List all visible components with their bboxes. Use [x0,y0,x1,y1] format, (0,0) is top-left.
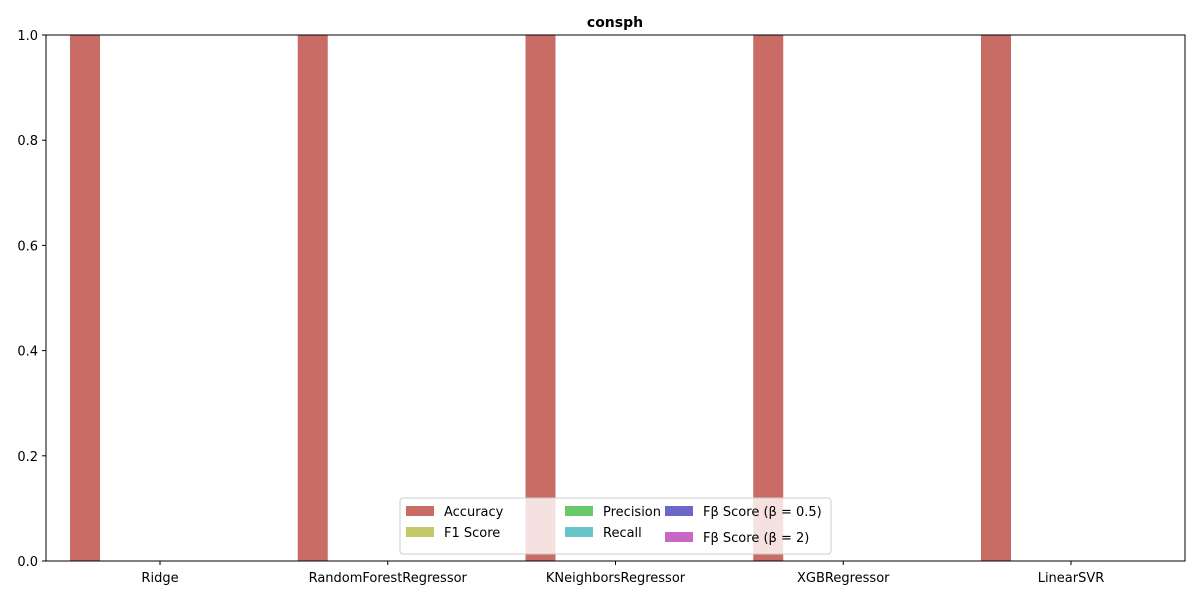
legend-box [399,497,832,555]
legend-label-5: Fβ Score (β = 2) [703,531,809,546]
bar-0-0 [70,35,100,561]
legend-swatch-5 [665,532,693,542]
y-tick-label-4: 0.8 [17,134,38,149]
y-tick-label-1: 0.2 [17,450,38,465]
legend-swatch-3 [565,527,593,537]
bars-layer [70,35,1011,561]
chart-title: consph [587,15,643,31]
legend: Accuracy F1 Score Precision Recall Fβ Score … [399,497,832,555]
x-tick-label-3: XGBRegressor [797,571,890,586]
legend-swatch-4 [665,506,693,516]
x-tick-label-1: RandomForestRegressor [309,571,468,586]
y-axis: 0.0 0.2 0.4 0.6 0.8 1.0 [17,29,46,570]
plot-frame [45,34,1186,562]
x-tick-label-2: KNeighborsRegressor [546,571,686,586]
legend-swatch-1 [406,527,434,537]
y-tick-label-2: 0.4 [17,345,38,360]
bar-0-2 [525,35,556,561]
legend-label-0: Accuracy [444,505,504,520]
x-axis: Ridge RandomForestRegressor KNeighborsRegr… [141,561,1104,586]
x-tick-label-4: LinearSVR [1038,571,1105,586]
bar-0-3 [753,35,784,561]
bar-0-1 [297,35,328,561]
legend-label-4: Fβ Score (β = 0.5) [703,505,822,520]
legend-swatch-0 [406,506,434,516]
y-tick-label-5: 1.0 [17,29,38,44]
y-tick-label-0: 0.0 [17,555,38,570]
legend-label-3: Recall [603,526,642,541]
legend-label-1: F1 Score [444,526,500,541]
bar-0-4 [981,35,1011,561]
y-tick-label-3: 0.6 [17,239,38,254]
x-tick-label-0: Ridge [141,571,178,586]
legend-label-2: Precision [603,505,661,520]
legend-swatch-2 [565,506,593,516]
